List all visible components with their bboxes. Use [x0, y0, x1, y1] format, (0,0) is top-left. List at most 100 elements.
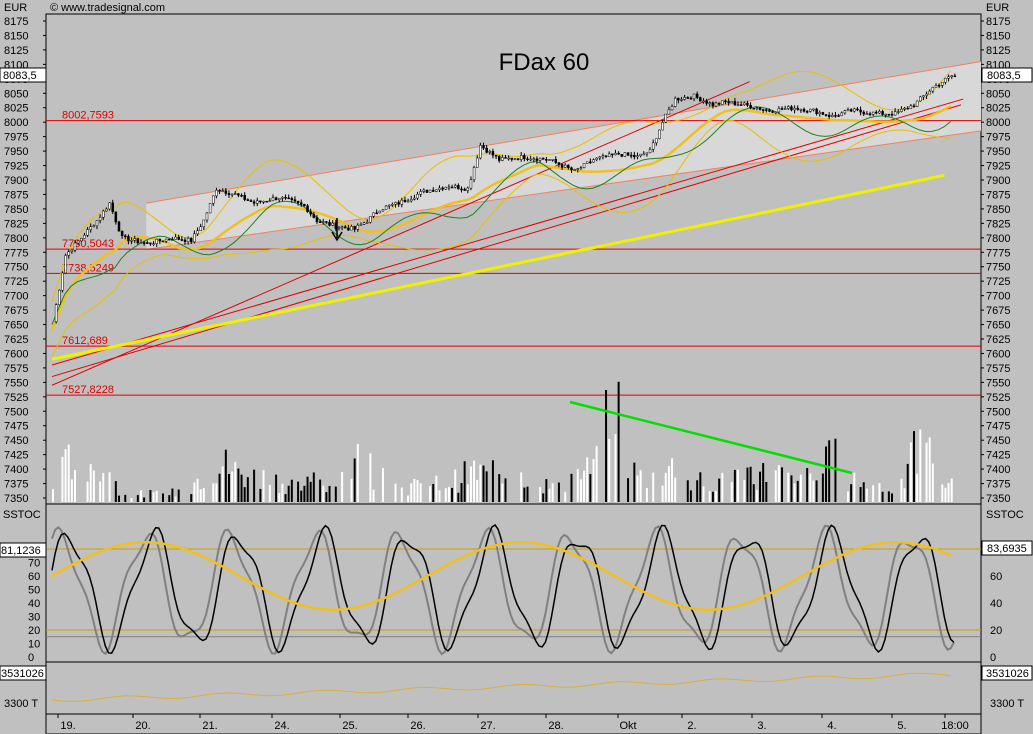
volume-bar — [64, 449, 67, 502]
volume-bar — [787, 472, 790, 502]
candle-body — [824, 114, 828, 116]
volume-bar — [243, 487, 246, 502]
price-tick-left: 7625 — [4, 334, 28, 346]
candle-body — [431, 189, 435, 192]
volume-bar — [114, 481, 117, 502]
candle-body — [221, 190, 224, 193]
candle-body — [331, 222, 334, 226]
volume-bar — [152, 492, 155, 502]
candle-body — [743, 102, 746, 105]
volume-bar — [199, 489, 202, 502]
volume-bar — [215, 483, 218, 502]
volume-bar — [664, 472, 667, 502]
candle-body — [620, 154, 624, 157]
candle-body — [686, 97, 690, 99]
candle-body — [840, 112, 843, 116]
candle-body — [362, 222, 366, 225]
x-label: 21. — [202, 720, 217, 732]
candle-body — [953, 75, 957, 78]
candle-body — [391, 204, 394, 206]
candle-body — [155, 238, 158, 244]
volume-bar — [341, 471, 344, 502]
candle-body — [897, 111, 900, 113]
volume-bar — [545, 479, 548, 502]
candle-body — [812, 108, 815, 111]
candle-body — [168, 238, 171, 241]
candle-body — [809, 108, 812, 112]
volume-bar — [136, 495, 139, 502]
candle-body — [428, 189, 432, 193]
candle-body — [309, 211, 312, 215]
candle-body — [790, 106, 793, 111]
candle-body — [582, 163, 586, 168]
volume-bar — [686, 480, 689, 502]
candle-body — [890, 114, 894, 116]
volume-bar — [52, 489, 54, 502]
candle-body — [915, 100, 919, 107]
candle-body — [834, 115, 837, 117]
volume-bar — [743, 480, 746, 502]
candle-body — [174, 236, 177, 240]
volume-bar — [825, 446, 828, 502]
x-label: 4. — [827, 720, 836, 732]
volume-bar — [312, 472, 315, 502]
candle-body — [466, 187, 470, 191]
volume-bar — [592, 459, 595, 502]
volume-bar — [193, 482, 196, 502]
volume-bar — [887, 491, 890, 502]
lower-indicator-line — [51, 672, 951, 702]
candle-body — [136, 238, 140, 244]
candle-body — [353, 226, 356, 230]
candle-body — [947, 76, 950, 79]
candle-body — [318, 221, 322, 224]
candle-body — [655, 138, 658, 144]
volume-bar — [92, 470, 95, 502]
volume-bar — [394, 483, 397, 502]
candle-body — [761, 109, 765, 111]
candle-body — [548, 159, 551, 161]
volume-bar — [711, 491, 714, 502]
candle-body — [460, 188, 463, 191]
price-tick-left: 7350 — [4, 493, 28, 505]
price-tick-left: 8025 — [4, 103, 28, 115]
volume-bar — [196, 478, 199, 502]
volume-bar — [730, 481, 733, 502]
candle-body — [881, 111, 884, 115]
lower-value-badge-left — [0, 665, 47, 681]
candle-body — [699, 97, 702, 102]
candle-body — [422, 189, 426, 192]
candle-body — [702, 100, 705, 103]
stochastic-lines — [46, 523, 981, 656]
candle-body — [293, 199, 297, 202]
volume-bar — [262, 470, 265, 502]
candle-body — [573, 169, 576, 171]
candle-body — [862, 111, 865, 115]
candle-body — [164, 238, 168, 242]
volume-bar — [627, 478, 630, 502]
candle-body — [607, 153, 611, 157]
candle-body — [199, 226, 202, 231]
candle-body — [416, 194, 419, 199]
candle-body — [394, 202, 397, 205]
candle-body — [488, 151, 492, 153]
candle-body — [230, 193, 234, 196]
volume-bar — [466, 484, 469, 502]
volume-bar — [143, 497, 146, 502]
candle-body — [611, 153, 614, 156]
candle-body — [906, 107, 909, 110]
volume-bar — [234, 461, 237, 502]
candle-body — [61, 272, 64, 291]
candle-body — [554, 159, 558, 163]
stoch-tick-left: 30 — [28, 612, 40, 624]
price-tick-left: 8150 — [4, 30, 28, 42]
candle-body — [281, 196, 284, 199]
candle-body — [240, 194, 243, 197]
volume-bar — [919, 429, 922, 502]
price-tick-right: 8000 — [986, 117, 1010, 129]
volume-bar — [237, 468, 240, 502]
volume-bar — [284, 494, 287, 502]
candle-body — [793, 107, 796, 111]
volume-bar — [319, 479, 322, 502]
candle-body — [689, 97, 693, 100]
candle-body — [296, 200, 300, 203]
